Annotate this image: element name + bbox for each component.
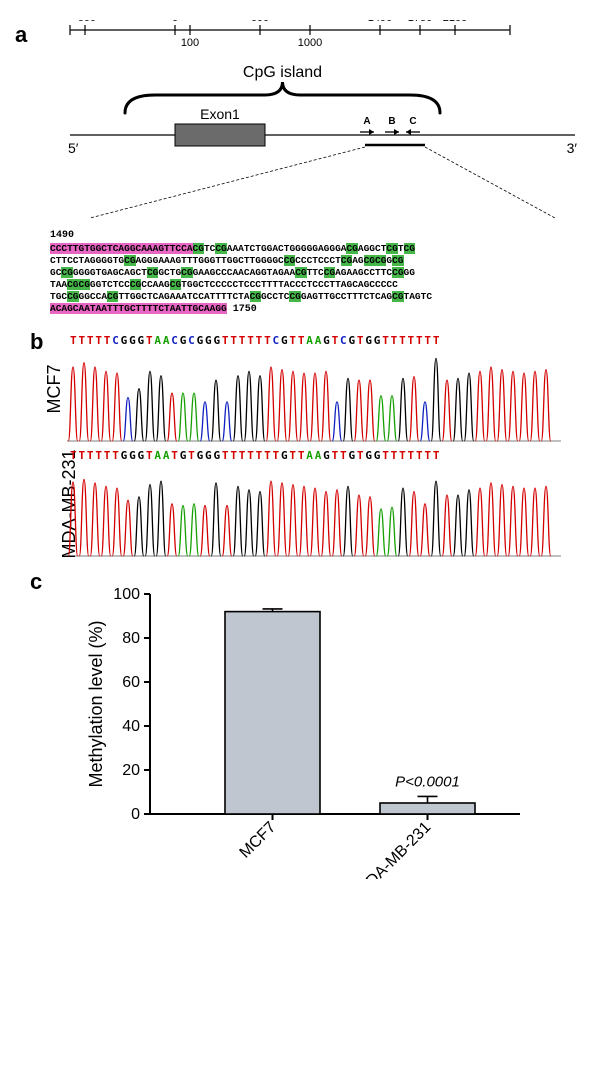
svg-text:Methylation level (%): Methylation level (%): [86, 620, 106, 787]
svg-text:2100: 2100: [443, 20, 467, 24]
svg-text:P<0.0001: P<0.0001: [395, 773, 460, 790]
svg-text:1000: 1000: [298, 37, 322, 49]
svg-text:A: A: [363, 116, 370, 127]
svg-text:20: 20: [122, 762, 140, 779]
seq-start: 1490: [50, 230, 582, 242]
svg-text:CpG island: CpG island: [243, 64, 322, 81]
methylation-bar-chart: 0 20 40 60 80 100 Methylation level (%) MCF7 MDA…: [70, 579, 582, 884]
svg-text:80: 80: [122, 630, 140, 647]
svg-text:100: 100: [181, 37, 199, 49]
base-sequence: TTTTTTGGGTAATGTGGGTTTTTTTGTTAAGTTGTGGTTT…: [70, 449, 441, 462]
svg-text:1490: 1490: [368, 20, 392, 24]
svg-text:Exon1: Exon1: [200, 106, 240, 122]
svg-text:600: 600: [251, 20, 269, 24]
svg-text:C: C: [409, 116, 416, 127]
panel-c-label: c: [30, 569, 42, 595]
svg-text:1750: 1750: [408, 20, 432, 24]
svg-text:100: 100: [113, 586, 140, 603]
svg-text:0: 0: [172, 20, 178, 24]
svg-text:3′: 3′: [567, 140, 578, 156]
svg-text:B: B: [388, 116, 395, 127]
panel-b-label: b: [30, 329, 43, 355]
svg-text:MDA-MB-231: MDA-MB-231: [354, 819, 435, 879]
base-sequence: TTTTTCGGGTAACGCGGGTTTTTTCGTTAAGTCGTGGTTT…: [70, 334, 441, 347]
sequence-block: 1490 CCCTTGTGGCTCAGGCAAAGTTCCACGTCCGAAAT…: [50, 230, 582, 316]
svg-text:-660: -660: [74, 20, 96, 24]
svg-text:60: 60: [122, 674, 140, 691]
svg-text:MCF7: MCF7: [237, 819, 280, 862]
svg-text:0: 0: [131, 806, 140, 823]
gene-map-diagram: -660 0 100 600 1000 1490 1750 2100 CpG island Exo…: [50, 20, 582, 220]
panel-a-label: a: [15, 22, 27, 48]
svg-text:40: 40: [122, 718, 140, 735]
svg-text:5′: 5′: [68, 140, 79, 156]
chrom-label: MCF7: [44, 365, 65, 414]
